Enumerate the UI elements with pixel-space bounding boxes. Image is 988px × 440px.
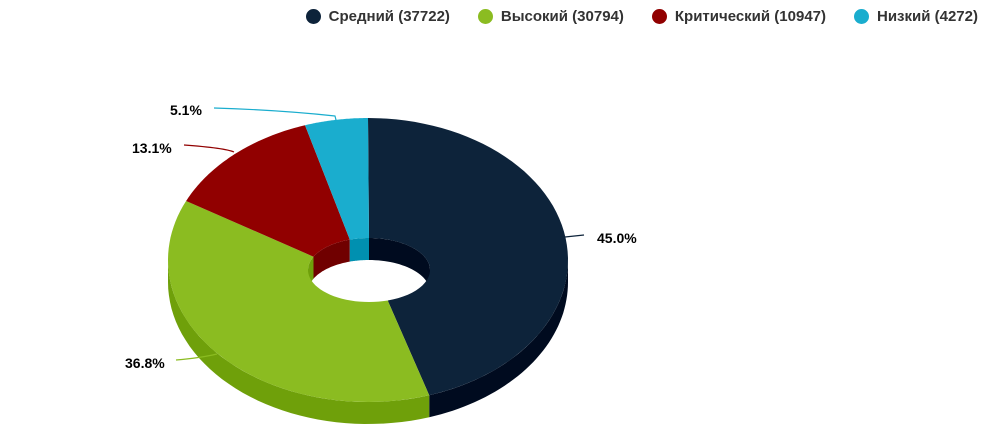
legend-item-high[interactable]: Высокий (30794) xyxy=(477,8,624,25)
slice-2 xyxy=(186,125,350,257)
outer-wall-0 xyxy=(429,260,568,418)
legend-label: Критический (10947) xyxy=(674,8,826,25)
legend-marker xyxy=(651,9,667,24)
legend-item-critical[interactable]: Критический (10947) xyxy=(651,8,826,25)
legend-label: Высокий (30794) xyxy=(500,8,624,25)
data-label-2: 13.1% xyxy=(132,140,172,156)
legend-label: Средний (37722) xyxy=(328,8,450,25)
leader-line-3 xyxy=(213,107,337,121)
legend-marker xyxy=(854,9,869,24)
legend-marker xyxy=(477,9,493,24)
legend: Средний (37722) Высокий (30794) Критичес… xyxy=(305,8,978,25)
inner-wall-0 xyxy=(369,238,430,292)
legend-label: Низкий (4272) xyxy=(877,8,978,25)
legend-item-low[interactable]: Низкий (4272) xyxy=(854,8,978,25)
leader-line-1 xyxy=(175,353,218,361)
data-label-0: 45.0% xyxy=(597,230,637,246)
slice-0 xyxy=(368,118,568,396)
legend-item-medium[interactable]: Средний (37722) xyxy=(305,8,450,25)
outer-wall-1 xyxy=(168,260,430,424)
inner-wall-3 xyxy=(349,238,369,262)
legend-marker xyxy=(305,9,321,24)
data-label-1: 36.8% xyxy=(125,355,165,371)
data-label-3: 5.1% xyxy=(170,102,202,118)
inner-wall-2 xyxy=(313,239,350,279)
slice-1 xyxy=(168,201,430,402)
leader-line-2 xyxy=(183,144,235,153)
slice-3 xyxy=(305,118,369,240)
leader-line-0 xyxy=(564,234,585,238)
